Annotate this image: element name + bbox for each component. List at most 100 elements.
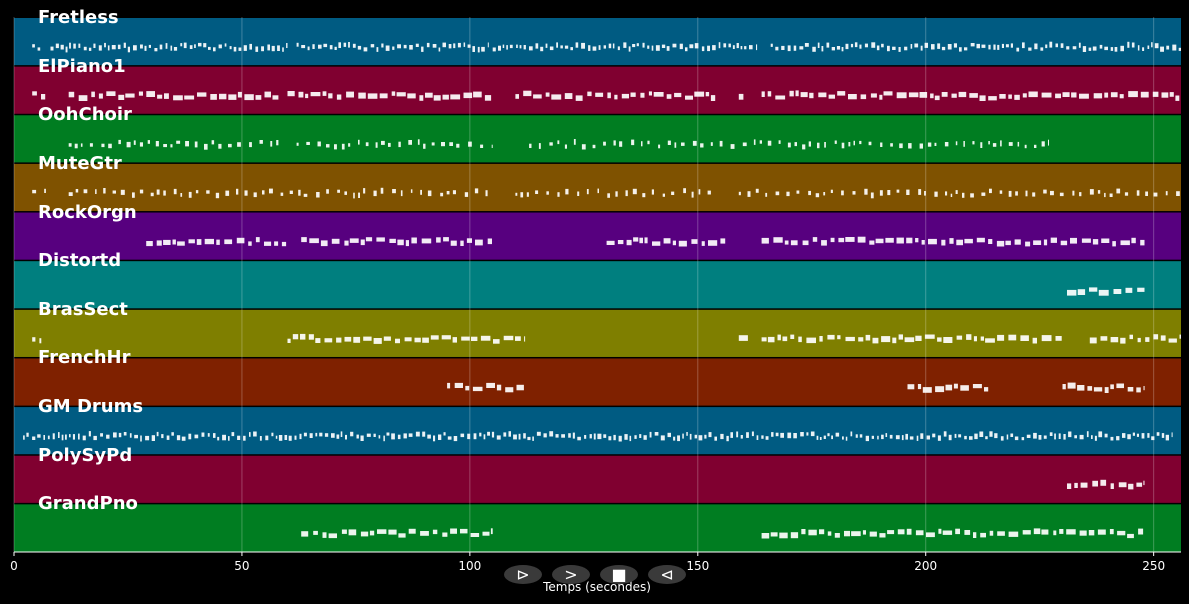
note <box>213 433 216 438</box>
note <box>1145 191 1148 196</box>
note <box>100 433 103 437</box>
note <box>218 143 222 149</box>
note <box>172 239 176 245</box>
note <box>685 95 693 100</box>
note <box>626 239 632 246</box>
note <box>824 142 826 148</box>
note <box>941 92 948 97</box>
rewind-button[interactable]: ⊲ <box>648 565 686 584</box>
note <box>367 93 378 99</box>
note <box>43 435 45 440</box>
note <box>1041 92 1052 98</box>
play-button[interactable]: > <box>552 565 590 584</box>
note <box>125 93 135 98</box>
play-alt-button[interactable]: ⊳ <box>504 565 542 584</box>
note <box>970 43 975 47</box>
note <box>442 94 449 100</box>
note <box>194 141 198 148</box>
note <box>613 140 616 146</box>
note <box>1067 382 1076 389</box>
note <box>296 42 299 47</box>
note <box>689 433 692 440</box>
note <box>871 42 876 48</box>
note <box>463 92 473 99</box>
note <box>854 42 858 48</box>
note <box>508 431 511 437</box>
note <box>419 95 424 101</box>
note <box>456 143 460 148</box>
note <box>487 238 492 245</box>
note <box>818 92 827 98</box>
note <box>671 191 675 195</box>
note <box>1077 385 1085 391</box>
note <box>181 436 186 441</box>
note <box>1043 435 1047 439</box>
note <box>75 189 79 193</box>
note <box>1178 47 1181 51</box>
note <box>442 42 446 48</box>
note <box>964 47 968 51</box>
note <box>312 44 315 49</box>
note <box>787 142 791 148</box>
note <box>267 44 270 51</box>
note <box>1101 238 1110 243</box>
note <box>896 189 900 193</box>
note <box>817 142 820 149</box>
note <box>1152 91 1159 97</box>
note <box>945 384 953 391</box>
note <box>551 94 562 100</box>
note <box>117 44 121 50</box>
note <box>334 46 337 50</box>
note <box>673 436 676 441</box>
note <box>619 141 623 147</box>
note <box>427 190 432 197</box>
note <box>937 337 942 342</box>
note <box>980 142 983 148</box>
note <box>404 337 412 342</box>
stop-button[interactable]: ■ <box>600 565 638 584</box>
note <box>224 43 227 47</box>
note <box>210 94 217 100</box>
note <box>885 433 888 437</box>
note <box>1043 239 1048 246</box>
note <box>392 46 395 50</box>
note <box>1088 530 1095 536</box>
note <box>276 140 279 146</box>
note <box>850 43 854 48</box>
note <box>249 142 252 148</box>
note <box>47 435 50 440</box>
note <box>1008 531 1019 537</box>
note <box>388 529 397 535</box>
note <box>32 91 37 96</box>
note <box>560 45 563 49</box>
note <box>549 142 553 146</box>
note <box>441 335 451 340</box>
note <box>106 91 116 96</box>
note <box>577 436 581 441</box>
note <box>956 335 963 340</box>
note <box>1151 436 1155 441</box>
note <box>74 143 78 149</box>
note <box>1054 433 1056 440</box>
note <box>648 91 652 96</box>
note <box>350 431 354 437</box>
note <box>830 237 835 243</box>
track-label: GrandPno <box>38 493 138 515</box>
note <box>653 92 664 97</box>
note <box>881 434 884 440</box>
note <box>397 434 401 440</box>
note <box>324 338 333 343</box>
note <box>728 43 731 48</box>
note <box>144 45 147 51</box>
note <box>667 140 671 145</box>
note <box>973 532 977 538</box>
note <box>1089 287 1098 292</box>
note <box>323 43 328 48</box>
note <box>523 433 526 439</box>
note <box>1091 435 1093 439</box>
note <box>980 532 986 538</box>
note <box>146 91 155 97</box>
note <box>370 44 375 48</box>
note <box>855 434 858 438</box>
note <box>154 48 158 52</box>
